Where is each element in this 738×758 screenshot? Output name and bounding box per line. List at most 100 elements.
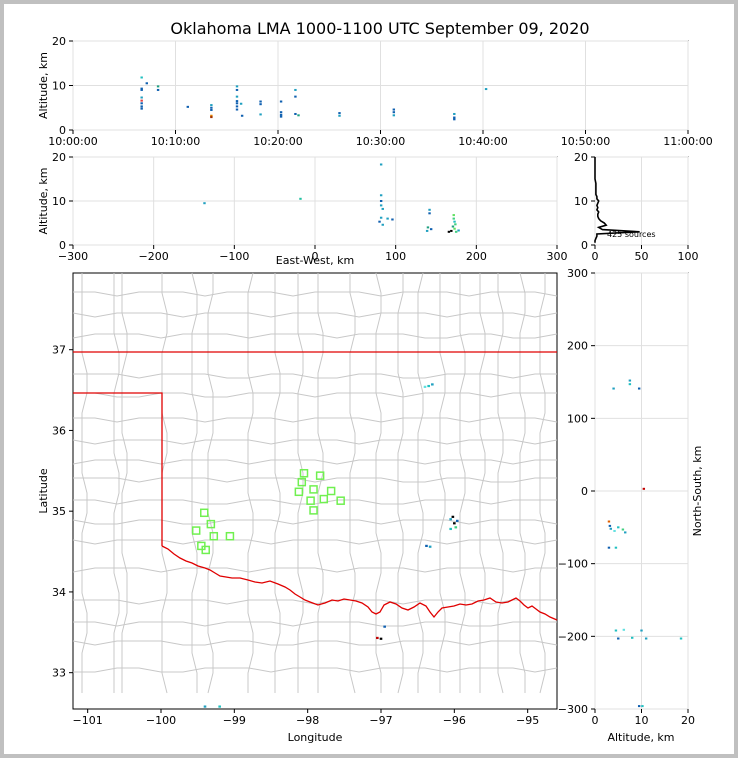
source-point bbox=[210, 104, 213, 107]
lma-station-marker bbox=[306, 496, 315, 505]
source-point bbox=[381, 207, 384, 210]
source-point bbox=[235, 102, 239, 105]
source-point bbox=[429, 228, 433, 231]
source-point bbox=[453, 118, 456, 121]
county-line bbox=[73, 477, 557, 483]
source-point bbox=[279, 100, 283, 103]
county-line bbox=[479, 273, 486, 693]
x-tick-label: −300 bbox=[58, 250, 88, 263]
source-point bbox=[614, 629, 618, 632]
source-point bbox=[608, 524, 612, 527]
y-tick-label: 36 bbox=[52, 424, 66, 437]
source-point bbox=[379, 216, 383, 219]
source-point bbox=[423, 385, 427, 388]
source-point bbox=[621, 528, 625, 531]
source-point bbox=[644, 637, 648, 640]
source-point bbox=[425, 229, 429, 232]
county-line bbox=[72, 567, 557, 573]
lma-station-marker bbox=[209, 531, 219, 541]
x-tick-label: 50 bbox=[635, 250, 649, 263]
x-tick-label: 100 bbox=[678, 250, 699, 263]
county-line bbox=[349, 273, 356, 694]
source-point bbox=[617, 526, 620, 529]
source-point bbox=[614, 546, 618, 549]
texas-panhandle-border bbox=[73, 392, 163, 546]
county-line bbox=[121, 273, 128, 693]
county-line bbox=[73, 667, 558, 673]
county-line bbox=[519, 272, 526, 693]
lma-station-marker bbox=[315, 471, 325, 480]
y-tick-label: 33 bbox=[52, 667, 66, 680]
source-point bbox=[156, 88, 160, 91]
county-line bbox=[191, 272, 198, 693]
source-point bbox=[428, 212, 431, 215]
source-point bbox=[379, 637, 383, 640]
red-river-border bbox=[161, 545, 558, 621]
y-tick-label: 0 bbox=[59, 239, 66, 252]
lma-station-marker bbox=[326, 486, 336, 496]
source-point bbox=[449, 518, 452, 521]
x-tick-label: 100 bbox=[385, 250, 406, 263]
source-point bbox=[431, 383, 434, 386]
county-line bbox=[73, 291, 558, 297]
county-line bbox=[274, 273, 281, 693]
lma-station-marker bbox=[319, 494, 329, 504]
source-point bbox=[235, 108, 239, 111]
x-tick-label: 10:20:00 bbox=[253, 135, 302, 148]
source-point bbox=[378, 220, 381, 223]
source-point bbox=[631, 636, 634, 639]
county-line bbox=[72, 312, 558, 318]
county-line bbox=[375, 272, 382, 693]
source-point bbox=[607, 546, 611, 549]
source-point bbox=[679, 637, 683, 640]
y-tick-label: 10 bbox=[574, 195, 588, 208]
source-point bbox=[428, 208, 431, 211]
source-point bbox=[259, 113, 262, 116]
county-line bbox=[439, 273, 446, 693]
source-point bbox=[392, 108, 396, 111]
x-tick-label: 20 bbox=[681, 714, 695, 727]
source-point bbox=[140, 96, 143, 99]
county-boundaries bbox=[72, 272, 558, 694]
county-line bbox=[497, 273, 504, 694]
source-point bbox=[453, 522, 456, 525]
source-point bbox=[259, 103, 262, 106]
source-point bbox=[218, 705, 221, 708]
source-point bbox=[235, 100, 239, 103]
x-tick-label: 10:00:00 bbox=[48, 135, 97, 148]
lma-station-marker bbox=[297, 477, 307, 487]
source-point bbox=[628, 383, 632, 386]
county-line bbox=[317, 273, 324, 693]
source-point bbox=[203, 705, 207, 708]
source-point bbox=[609, 527, 613, 530]
x-tick-label: 10:10:00 bbox=[151, 135, 200, 148]
county-line bbox=[73, 392, 557, 398]
x-tick-label: 10:50:00 bbox=[561, 135, 610, 148]
source-point bbox=[451, 515, 455, 518]
source-point bbox=[297, 114, 300, 117]
y-tick-label: −100 bbox=[558, 558, 588, 571]
county-line bbox=[72, 640, 558, 646]
county-line bbox=[397, 273, 404, 694]
source-point bbox=[140, 99, 143, 102]
source-point bbox=[641, 705, 644, 708]
y-tick-label: 34 bbox=[52, 586, 66, 599]
lma-station-marker bbox=[200, 508, 209, 518]
state-boundaries bbox=[73, 351, 558, 621]
county-line bbox=[72, 439, 558, 445]
source-point bbox=[210, 106, 213, 109]
y-axis-label: Latitude bbox=[37, 468, 50, 514]
source-point bbox=[210, 108, 213, 111]
source-point bbox=[203, 202, 206, 205]
source-point bbox=[145, 82, 148, 85]
x-tick-label: −96 bbox=[443, 714, 466, 727]
source-point bbox=[376, 636, 379, 640]
y-tick-label: 20 bbox=[52, 35, 66, 48]
y-tick-label: 10 bbox=[52, 80, 66, 93]
source-point bbox=[391, 218, 394, 221]
y-tick-label: 0 bbox=[581, 485, 588, 498]
source-point bbox=[453, 112, 456, 115]
source-point bbox=[392, 111, 396, 114]
x-tick-label: −101 bbox=[73, 714, 103, 727]
x-tick-label: −97 bbox=[369, 714, 392, 727]
